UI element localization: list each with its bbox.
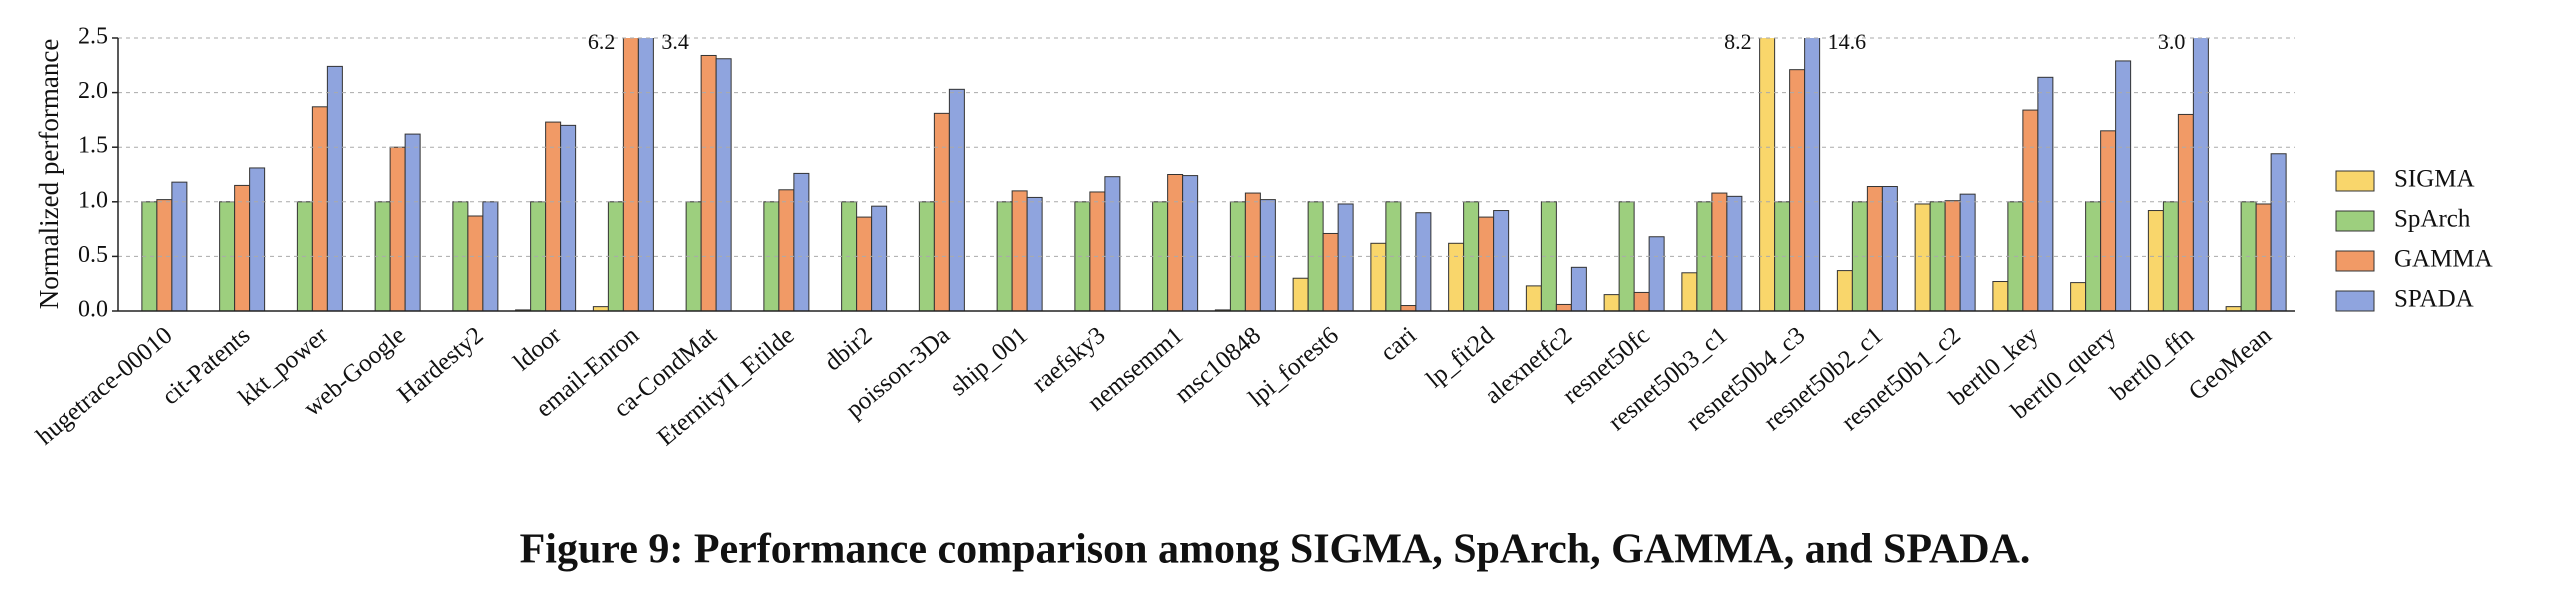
bar bbox=[871, 205, 888, 312]
bar bbox=[1804, 38, 1821, 312]
bar bbox=[793, 172, 810, 312]
bar bbox=[2177, 113, 2194, 312]
bar bbox=[1400, 305, 1417, 312]
bar bbox=[1711, 192, 1728, 312]
bar bbox=[1836, 270, 1853, 312]
bar bbox=[467, 215, 484, 312]
bar bbox=[404, 133, 421, 312]
bar bbox=[948, 88, 965, 312]
x-tick-label: cari bbox=[1375, 322, 1421, 367]
bar bbox=[311, 106, 328, 312]
bar bbox=[2115, 60, 2132, 312]
bar bbox=[1244, 192, 1261, 312]
bar bbox=[2270, 153, 2287, 312]
legend-label: SIGMA bbox=[2394, 166, 2475, 193]
bar bbox=[933, 112, 950, 312]
bar bbox=[1026, 196, 1043, 312]
bar bbox=[1011, 190, 1028, 312]
bar bbox=[1648, 236, 1665, 312]
bar bbox=[1448, 242, 1465, 312]
bar bbox=[560, 124, 577, 312]
y-tick-label: 1.5 bbox=[78, 133, 108, 159]
bar bbox=[1789, 69, 1806, 312]
x-tick-label: dbir2 bbox=[819, 322, 877, 377]
legend-swatch bbox=[2335, 290, 2375, 312]
value-label: 3.0 bbox=[2158, 29, 2186, 54]
bar bbox=[1089, 191, 1106, 312]
bar bbox=[1944, 200, 1961, 312]
bar bbox=[778, 189, 795, 312]
bar bbox=[2037, 76, 2054, 312]
bar bbox=[1992, 281, 2009, 312]
value-label: 14.6 bbox=[1828, 29, 1867, 54]
x-tick-label: bertl0_ffn bbox=[2105, 321, 2199, 406]
bar bbox=[637, 38, 654, 312]
bar bbox=[1415, 212, 1432, 312]
bar bbox=[1914, 203, 1931, 312]
bar bbox=[1337, 203, 1354, 312]
bar bbox=[700, 54, 717, 312]
bar bbox=[1866, 186, 1883, 312]
legend-swatch bbox=[2335, 210, 2375, 232]
bar bbox=[1525, 285, 1542, 312]
bar bbox=[1167, 174, 1184, 312]
legend-label: SPADA bbox=[2394, 286, 2474, 313]
x-tick-label: hugetrace-00010 bbox=[31, 322, 177, 451]
bar bbox=[2100, 130, 2117, 312]
value-label: 8.2 bbox=[1724, 29, 1752, 54]
bar bbox=[389, 146, 406, 312]
bar bbox=[1570, 266, 1587, 312]
bar bbox=[1292, 277, 1309, 312]
caption: Figure 9: Performance comparison among S… bbox=[520, 527, 2031, 573]
legend-label: GAMMA bbox=[2394, 246, 2493, 273]
bar bbox=[2147, 210, 2164, 312]
x-tick-label: ldoor bbox=[508, 321, 566, 376]
bar bbox=[156, 199, 173, 312]
y-tick-label: 2.0 bbox=[78, 78, 108, 104]
legend-swatch bbox=[2335, 250, 2375, 272]
bar bbox=[2070, 282, 2087, 312]
x-tick-label: ship_001 bbox=[945, 322, 1033, 402]
bar bbox=[249, 167, 266, 312]
x-tick-label: EternityII_Etilde bbox=[652, 322, 799, 452]
bar bbox=[545, 121, 562, 312]
y-tick-label: 2.5 bbox=[78, 24, 108, 50]
bar bbox=[1726, 195, 1743, 312]
bar bbox=[1555, 303, 1572, 312]
bar bbox=[2192, 38, 2209, 312]
bar bbox=[856, 216, 873, 312]
value-label: 6.2 bbox=[588, 29, 616, 54]
bar bbox=[1322, 232, 1339, 312]
bar bbox=[326, 65, 343, 312]
bar bbox=[1959, 193, 1976, 312]
bar bbox=[1259, 199, 1276, 312]
bar bbox=[1681, 272, 1698, 312]
bar bbox=[1478, 216, 1495, 312]
bar bbox=[2022, 109, 2039, 312]
bar bbox=[1182, 175, 1199, 312]
bar bbox=[1881, 186, 1898, 312]
y-tick-label: 1.0 bbox=[78, 187, 108, 213]
x-tick-label: Hardesty2 bbox=[392, 322, 488, 409]
bar bbox=[715, 58, 732, 312]
bar bbox=[1370, 242, 1387, 312]
bar bbox=[1603, 294, 1620, 312]
value-label: 3.4 bbox=[661, 29, 689, 54]
bars bbox=[141, 38, 2287, 312]
bar bbox=[1633, 291, 1650, 312]
y-axis-label: Normalized performance bbox=[34, 39, 64, 310]
y-tick-label: 0.0 bbox=[78, 297, 108, 323]
legend-label: SpArch bbox=[2394, 206, 2471, 233]
bar bbox=[234, 184, 251, 312]
x-tick-label: alexnetfc2 bbox=[1480, 322, 1577, 410]
legend-swatch bbox=[2335, 170, 2375, 192]
bar bbox=[1759, 38, 1776, 312]
bar bbox=[1104, 176, 1121, 312]
x-tick-label: GeoMean bbox=[2184, 321, 2277, 405]
y-tick-label: 0.5 bbox=[78, 242, 108, 268]
bar bbox=[622, 38, 639, 312]
bar bbox=[2255, 203, 2272, 312]
bar bbox=[1493, 210, 1510, 312]
